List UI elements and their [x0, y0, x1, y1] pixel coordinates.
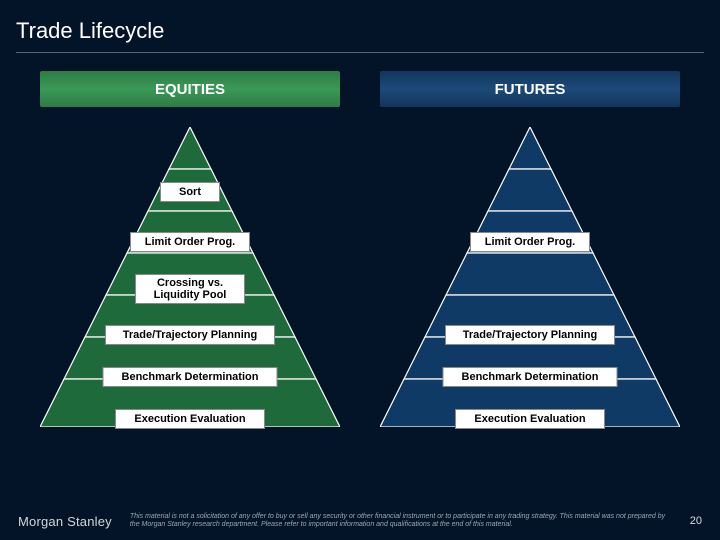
logo: Morgan Stanley — [18, 514, 112, 529]
futures-column: FUTURES Limit Order Prog. Trade/Trajector… — [380, 71, 680, 427]
pyramid-level-label: Crossing vs.Liquidity Pool — [135, 274, 245, 304]
pyramid-level-label: Execution Evaluation — [115, 409, 265, 429]
equities-header: EQUITIES — [40, 71, 340, 107]
pyramid-level-label: Execution Evaluation — [455, 409, 605, 429]
equities-pyramid: Sort Limit Order Prog. Crossing vs.Liquidi… — [40, 127, 340, 427]
page-title: Trade Lifecycle — [0, 0, 720, 52]
pyramid-level-label: Limit Order Prog. — [130, 232, 250, 252]
equities-column: EQUITIES Sort Limit Order Prog. Crossing v… — [40, 71, 340, 427]
disclaimer: This material is not a solicitation of a… — [130, 513, 690, 531]
futures-pyramid: Limit Order Prog. Trade/Trajectory Planni… — [380, 127, 680, 427]
pyramid-level-label: Limit Order Prog. — [470, 232, 590, 252]
pyramid-level-label: Trade/Trajectory Planning — [445, 325, 615, 345]
pyramid-level-label: Sort — [160, 182, 220, 202]
pyramid-level-label: Benchmark Determination — [103, 367, 278, 387]
columns-container: EQUITIES Sort Limit Order Prog. Crossing v… — [0, 71, 720, 427]
pyramid-level-label: Benchmark Determination — [443, 367, 618, 387]
page-number: 20 — [690, 515, 702, 527]
title-underline — [16, 52, 704, 53]
futures-header: FUTURES — [380, 71, 680, 107]
footer: Morgan Stanley This material is not a so… — [0, 513, 720, 531]
futures-labels: Limit Order Prog. Trade/Trajectory Planni… — [380, 127, 680, 427]
pyramid-level-label: Trade/Trajectory Planning — [105, 325, 275, 345]
equities-labels: Sort Limit Order Prog. Crossing vs.Liquidi… — [40, 127, 340, 427]
